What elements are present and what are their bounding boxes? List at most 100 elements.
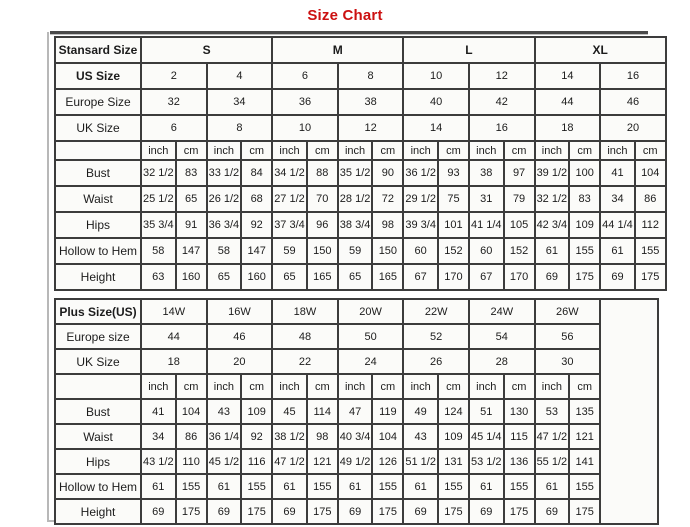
table-row: Europe Size 32 34 36 38 40 42 44 46 — [54, 88, 667, 116]
table-cell: 41 1/4 — [467, 211, 505, 239]
table-cell: 83 — [174, 159, 208, 187]
table-cell: 97 — [502, 159, 536, 187]
table-cell: 20 — [599, 114, 667, 142]
table-cell: 175 — [305, 498, 339, 525]
table-cell: inch — [467, 140, 505, 161]
table-cell: inch — [533, 140, 571, 161]
table-cell: cm — [502, 140, 536, 161]
table-row: inch cm inch cm inch cm inch cm inch cm inch cm inch… — [54, 140, 667, 161]
row-label: Hips — [54, 448, 142, 475]
table-cell: 112 — [633, 211, 667, 239]
table-cell: 43 — [402, 423, 439, 450]
table-cell: 52 — [402, 323, 470, 350]
table-cell: 61 — [271, 473, 308, 500]
table-cell: inch — [271, 373, 308, 400]
table-cell: 115 — [502, 423, 536, 450]
table-cell: 175 — [633, 263, 667, 291]
table-cell: 16 — [599, 62, 667, 90]
table-cell: 38 1/2 — [271, 423, 308, 450]
table-cell: 10 — [271, 114, 339, 142]
table-cell: 16W — [205, 298, 274, 325]
table-cell: 91 — [174, 211, 208, 239]
table-cell: 93 — [436, 159, 470, 187]
table-cell: 100 — [568, 159, 602, 187]
table-cell: M — [271, 36, 405, 64]
table-cell: 51 1/2 — [402, 448, 439, 475]
table-cell: 60 — [467, 237, 505, 265]
table-cell: 175 — [436, 498, 470, 525]
table-cell: 59 — [271, 237, 308, 265]
table-row: Bust 32 1/2 83 33 1/2 84 34 1/2 88 35 1/2 90 36 1… — [54, 159, 667, 187]
table-row: Height 63 160 65 160 65 165 65 165 67 170 67 170 69 17… — [54, 263, 667, 291]
table-cell: 65 — [336, 263, 374, 291]
table-cell: 28 1/2 — [336, 185, 374, 213]
table-cell: 155 — [568, 473, 602, 500]
table-cell: 69 — [533, 263, 571, 291]
table-cell: 119 — [371, 398, 405, 425]
table-cell: cm — [240, 373, 274, 400]
table-cell: inch — [205, 373, 243, 400]
table-cell: inch — [402, 373, 439, 400]
table-cell: 42 3/4 — [533, 211, 571, 239]
row-label: Hips — [54, 211, 142, 239]
table-cell: 160 — [240, 263, 274, 291]
row-label: Height — [54, 498, 142, 525]
table-row: Waist 25 1/2 65 26 1/2 68 27 1/2 70 28 1/2 72 29 … — [54, 185, 667, 213]
table-cell: 46 — [205, 323, 274, 350]
table-cell: 36 1/2 — [402, 159, 439, 187]
table-cell: inch — [140, 140, 177, 161]
table-cell: 101 — [436, 211, 470, 239]
table-cell: 69 — [271, 498, 308, 525]
table-cell: 86 — [633, 185, 667, 213]
table-cell: 150 — [371, 237, 405, 265]
table-cell: 2 — [140, 62, 208, 90]
table-cell: 69 — [336, 498, 374, 525]
row-label: Hollow to Hem — [54, 237, 142, 265]
table-cell: 105 — [502, 211, 536, 239]
table-cell: cm — [371, 373, 405, 400]
table-cell: 155 — [633, 237, 667, 265]
table-row: Hips 35 3/4 91 36 3/4 92 37 3/4 96 38 3/4 98 39 3… — [54, 211, 667, 239]
table-cell: 121 — [305, 448, 339, 475]
table-cell: 98 — [371, 211, 405, 239]
table-cell: 130 — [502, 398, 536, 425]
table-cell: inch — [336, 140, 374, 161]
table-row: UK Size 18 20 22 24 26 28 30 — [54, 348, 658, 375]
table-row: Hips 43 1/2 110 45 1/2 116 47 1/2 121 49 1/2 126… — [54, 448, 658, 475]
table-cell: 44 — [533, 88, 602, 116]
table-cell: 136 — [502, 448, 536, 475]
table-cell: 24 — [336, 348, 405, 375]
table-cell: 49 1/2 — [336, 448, 374, 475]
table-cell: 20W — [336, 298, 405, 325]
table-row: Bust 41 104 43 109 45 114 47 119 49 124 51 130 53 135 — [54, 398, 658, 425]
table-cell: inch — [599, 140, 636, 161]
table-cell: 4 — [205, 62, 274, 90]
row-label: US Size — [54, 62, 142, 90]
table-cell: 31 — [467, 185, 505, 213]
table-cell: 92 — [240, 211, 274, 239]
table-cell: 61 — [402, 473, 439, 500]
table-cell: 38 — [336, 88, 405, 116]
table-cell: 84 — [240, 159, 274, 187]
table-cell: 155 — [305, 473, 339, 500]
table-cell: 43 — [205, 398, 243, 425]
table-cell: 175 — [240, 498, 274, 525]
table-cell: L — [402, 36, 536, 64]
table-cell: cm — [568, 140, 602, 161]
table-row: Hollow to Hem 61 155 61 155 61 155 61 155 61 155 61… — [54, 473, 658, 500]
table-cell: 114 — [305, 398, 339, 425]
table-cell: 116 — [240, 448, 274, 475]
table-cell: 33 1/2 — [205, 159, 243, 187]
table-cell: 27 1/2 — [271, 185, 308, 213]
row-label: Waist — [54, 185, 142, 213]
table-cell: 40 3/4 — [336, 423, 374, 450]
table-cell: 61 — [140, 473, 177, 500]
table-cell: 14 — [402, 114, 470, 142]
table-cell: 37 3/4 — [271, 211, 308, 239]
table-cell: 165 — [305, 263, 339, 291]
table-cell: cm — [305, 373, 339, 400]
table-cell: 69 — [467, 498, 505, 525]
table-cell: 69 — [140, 498, 177, 525]
table-cell: S — [139, 36, 274, 64]
table-cell: cm — [174, 373, 208, 400]
